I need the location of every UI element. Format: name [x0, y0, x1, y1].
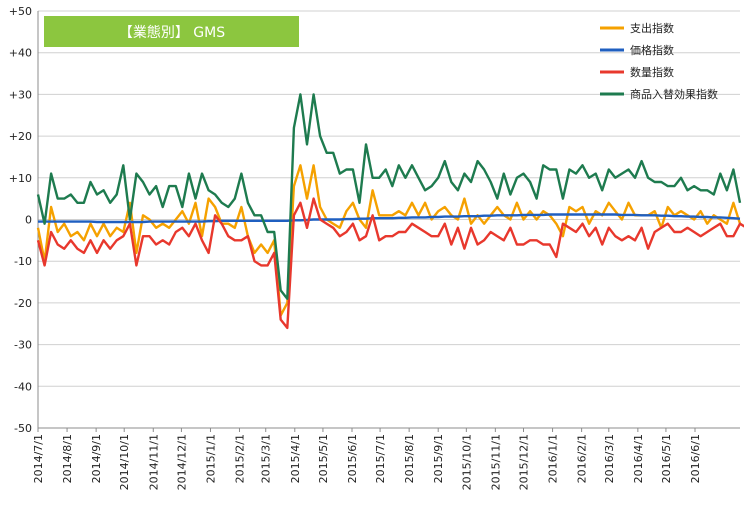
y-tick-label: +20 [9, 130, 32, 143]
x-tick-label: 2016/2/1 [576, 434, 589, 483]
y-tick-label: +40 [9, 47, 32, 60]
x-tick-label: 2015/5/1 [317, 434, 330, 483]
x-tick-label: 2016/6/1 [689, 434, 702, 483]
y-axis: -50 -40 -30 -20 -10 0 +10 +20 +30 +40 +50 [9, 5, 32, 435]
y-tick-label: +50 [9, 5, 32, 18]
y-tick-label: +10 [9, 172, 32, 185]
x-axis: 2014/7/1 2014/8/1 2014/9/1 2014/10/1 2014/11… [32, 428, 702, 490]
chart-title: 【業態別】 GMS [119, 25, 225, 41]
x-tick-label: 2016/5/1 [660, 434, 673, 483]
x-tick-label: 2014/12/1 [175, 434, 188, 490]
series-line-1 [38, 213, 741, 224]
y-tick-label: -20 [14, 297, 32, 310]
x-tick-label: 2016/1/1 [547, 434, 560, 483]
x-tick-label: 2015/4/1 [289, 434, 302, 483]
y-tick-label: -30 [14, 339, 32, 352]
x-tick-label: 2015/11/1 [489, 434, 502, 490]
series-line-3 [36, 93, 742, 300]
legend-label-0: 支出指数 [630, 21, 674, 35]
x-tick-label: 2015/2/1 [233, 434, 246, 483]
y-tick-label: -50 [14, 422, 32, 435]
y-tick-label: +30 [9, 88, 32, 101]
x-tick-label: 2015/6/1 [346, 434, 359, 483]
x-tick-label: 2015/12/1 [517, 434, 530, 490]
series-line-0 [36, 164, 742, 317]
x-tick-label: 2014/9/1 [90, 434, 103, 483]
x-tick-label: 2014/10/1 [118, 434, 131, 490]
series-line-2 [36, 197, 744, 330]
grid [37, 10, 740, 429]
x-tick-label: 2014/8/1 [61, 434, 74, 483]
x-tick-label: 2015/10/1 [460, 434, 473, 490]
y-tick-label: -40 [14, 380, 32, 393]
title-badge [44, 16, 299, 47]
x-tick-label: 2015/1/1 [204, 434, 217, 483]
x-tick-label: 2015/8/1 [403, 434, 416, 483]
x-tick-label: 2015/7/1 [374, 434, 387, 483]
x-tick-label: 2014/7/1 [32, 434, 45, 483]
x-tick-label: 2016/3/1 [603, 434, 616, 483]
x-tick-label: 2016/4/1 [632, 434, 645, 483]
chart-title-box: 【業態別】 GMS [44, 16, 299, 47]
y-tick-label: 0 [25, 214, 32, 227]
legend-label-2: 数量指数 [630, 65, 674, 79]
x-tick-label: 2014/11/1 [147, 434, 160, 490]
legend-label-3: 商品入替効果指数 [630, 87, 718, 101]
y-tick-label: -10 [14, 255, 32, 268]
series-lines [36, 93, 744, 330]
x-tick-label: 2015/9/1 [432, 434, 445, 483]
legend-label-1: 価格指数 [630, 43, 674, 57]
x-tick-label: 2015/3/1 [260, 434, 273, 483]
